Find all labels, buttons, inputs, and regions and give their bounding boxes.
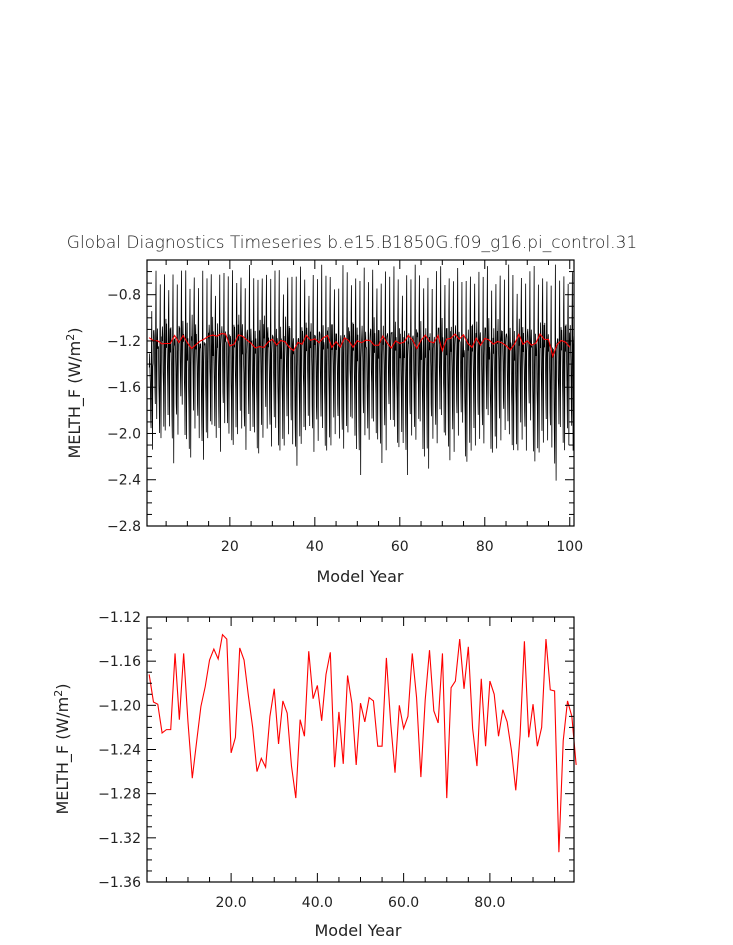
p1-ytick-label: −0.8	[107, 288, 141, 304]
p1-xtick-labels: 20 40 60 80 100	[221, 539, 583, 555]
p2-ytick-label: −1.32	[98, 831, 141, 847]
p2-annual-mean-line	[148, 633, 577, 853]
p2-xtick-label: 40.0	[302, 895, 333, 911]
p1-ytick-label: −2.8	[107, 519, 141, 535]
p2-xtick-label: 60.0	[388, 895, 419, 911]
p1-xtick-label: 40	[306, 539, 324, 555]
p2-ticks	[147, 616, 574, 883]
p2-ytick-label: −1.24	[98, 743, 141, 759]
p1-ytick-label: −1.2	[107, 334, 141, 350]
p1-plot-frame	[146, 259, 575, 527]
p2-series-layer	[148, 633, 577, 853]
panel-annual-timeseries: −1.36 −1.32 −1.28 −1.24 −1.20 −1.16 −1.12 20.0…	[52, 610, 577, 940]
p2-ytick-label: −1.12	[98, 610, 141, 626]
p2-ytick-label: −1.16	[98, 654, 141, 670]
p1-ytick-labels: −2.8 −2.4 −2.0 −1.6 −1.2 −0.8	[107, 288, 141, 535]
p1-xlabel: Model Year	[317, 567, 404, 586]
p1-ytick-label: −2.0	[107, 426, 141, 442]
p1-xtick-label: 20	[221, 539, 239, 555]
panel-monthly-timeseries: −2.8 −2.4 −2.0 −1.6 −1.2 −0.8 20 40 60 80 100 Mod…	[64, 259, 583, 586]
p1-series-layer	[148, 264, 575, 481]
p1-ylabel: MELTH_F (W/m2)	[64, 327, 85, 458]
p2-xtick-labels: 20.0 40.0 60.0 80.0	[216, 895, 506, 911]
p1-ticks	[147, 259, 574, 527]
p2-ytick-label: −1.28	[98, 787, 141, 803]
p1-xtick-label: 80	[476, 539, 494, 555]
figure-title: Global Diagnostics Timeseries b.e15.B185…	[67, 233, 637, 253]
p1-annual-mean-line	[148, 332, 571, 359]
p2-ytick-label: −1.36	[98, 875, 141, 891]
p1-monthly-series-line	[148, 264, 575, 481]
p2-xtick-label: 80.0	[474, 895, 505, 911]
p1-xtick-label: 60	[391, 539, 409, 555]
p2-xtick-label: 20.0	[216, 895, 247, 911]
p1-xtick-label: 100	[556, 539, 583, 555]
p1-ytick-label: −1.6	[107, 380, 141, 396]
p2-ylabel: MELTH_F (W/m2)	[52, 683, 73, 814]
p2-ytick-labels: −1.36 −1.32 −1.28 −1.24 −1.20 −1.16 −1.12	[98, 610, 141, 891]
p2-xlabel: Model Year	[315, 921, 402, 940]
p1-ytick-label: −2.4	[107, 473, 141, 489]
p2-ytick-label: −1.20	[98, 698, 141, 714]
